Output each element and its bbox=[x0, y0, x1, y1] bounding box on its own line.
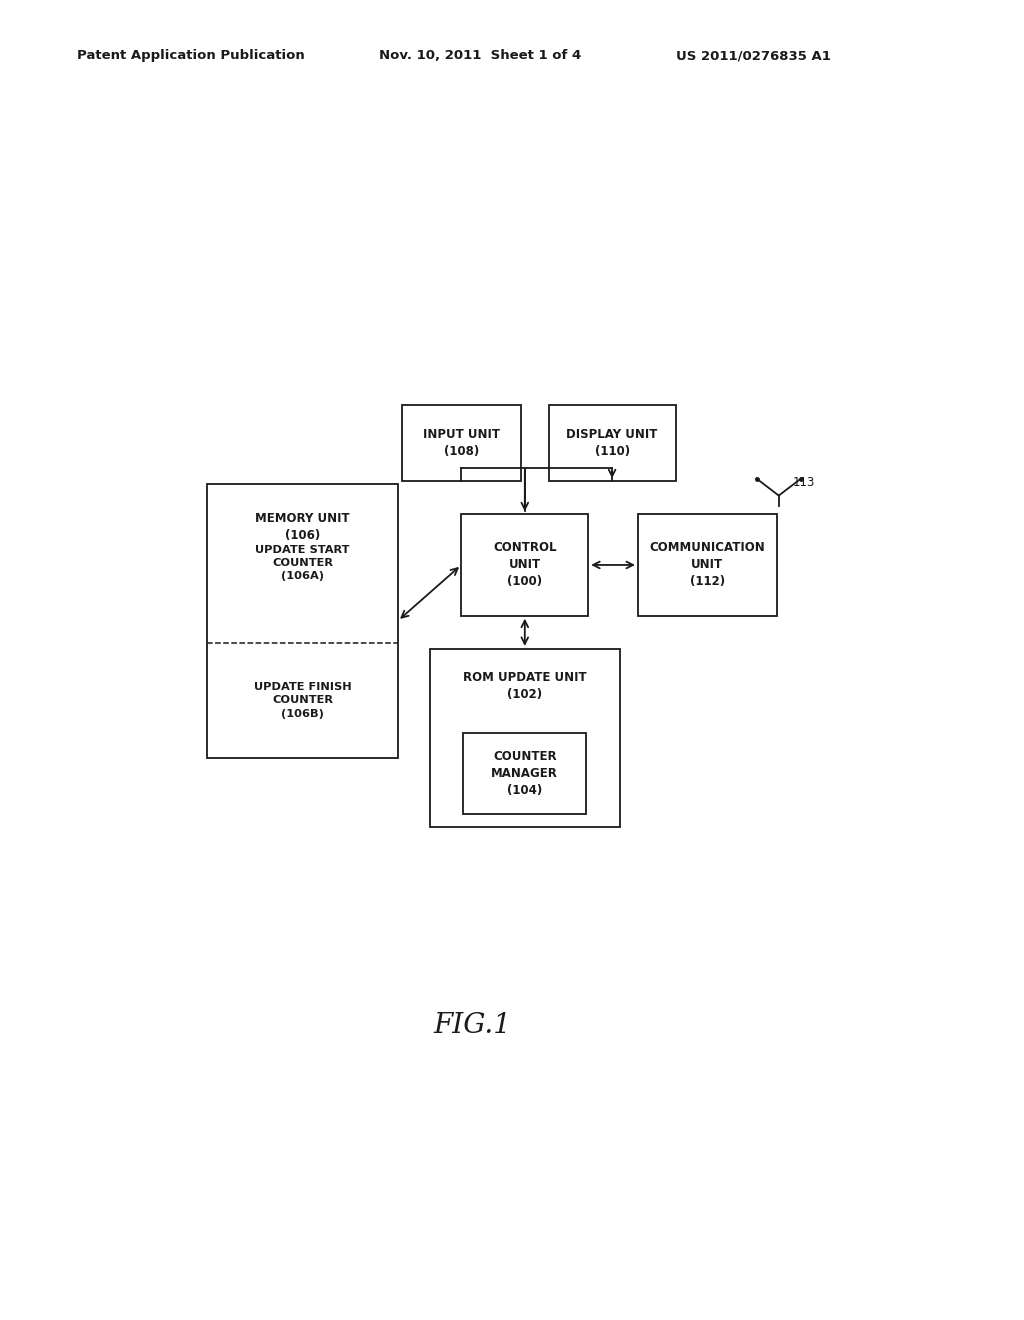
Text: UPDATE START
COUNTER
(106A): UPDATE START COUNTER (106A) bbox=[255, 545, 350, 581]
Bar bbox=[549, 405, 676, 480]
Text: CONTROL
UNIT
(100): CONTROL UNIT (100) bbox=[493, 541, 557, 589]
Bar bbox=[401, 405, 521, 480]
Bar bbox=[461, 515, 588, 616]
Text: COMMUNICATION
UNIT
(112): COMMUNICATION UNIT (112) bbox=[649, 541, 765, 589]
Bar bbox=[638, 515, 777, 616]
Text: 113: 113 bbox=[793, 475, 815, 488]
Text: ROM UPDATE UNIT
(102): ROM UPDATE UNIT (102) bbox=[463, 671, 587, 701]
Text: Patent Application Publication: Patent Application Publication bbox=[77, 49, 304, 62]
Text: INPUT UNIT
(108): INPUT UNIT (108) bbox=[423, 428, 500, 458]
Text: MEMORY UNIT
(106): MEMORY UNIT (106) bbox=[255, 512, 350, 543]
Bar bbox=[430, 649, 621, 826]
Text: UPDATE FINISH
COUNTER
(106B): UPDATE FINISH COUNTER (106B) bbox=[254, 682, 351, 718]
Text: US 2011/0276835 A1: US 2011/0276835 A1 bbox=[676, 49, 830, 62]
Text: COUNTER
MANAGER
(104): COUNTER MANAGER (104) bbox=[492, 750, 558, 797]
Text: Nov. 10, 2011  Sheet 1 of 4: Nov. 10, 2011 Sheet 1 of 4 bbox=[379, 49, 582, 62]
Text: DISPLAY UNIT
(110): DISPLAY UNIT (110) bbox=[566, 428, 657, 458]
Bar bbox=[463, 733, 587, 814]
Bar bbox=[207, 483, 397, 758]
Text: FIG.1: FIG.1 bbox=[433, 1011, 511, 1039]
